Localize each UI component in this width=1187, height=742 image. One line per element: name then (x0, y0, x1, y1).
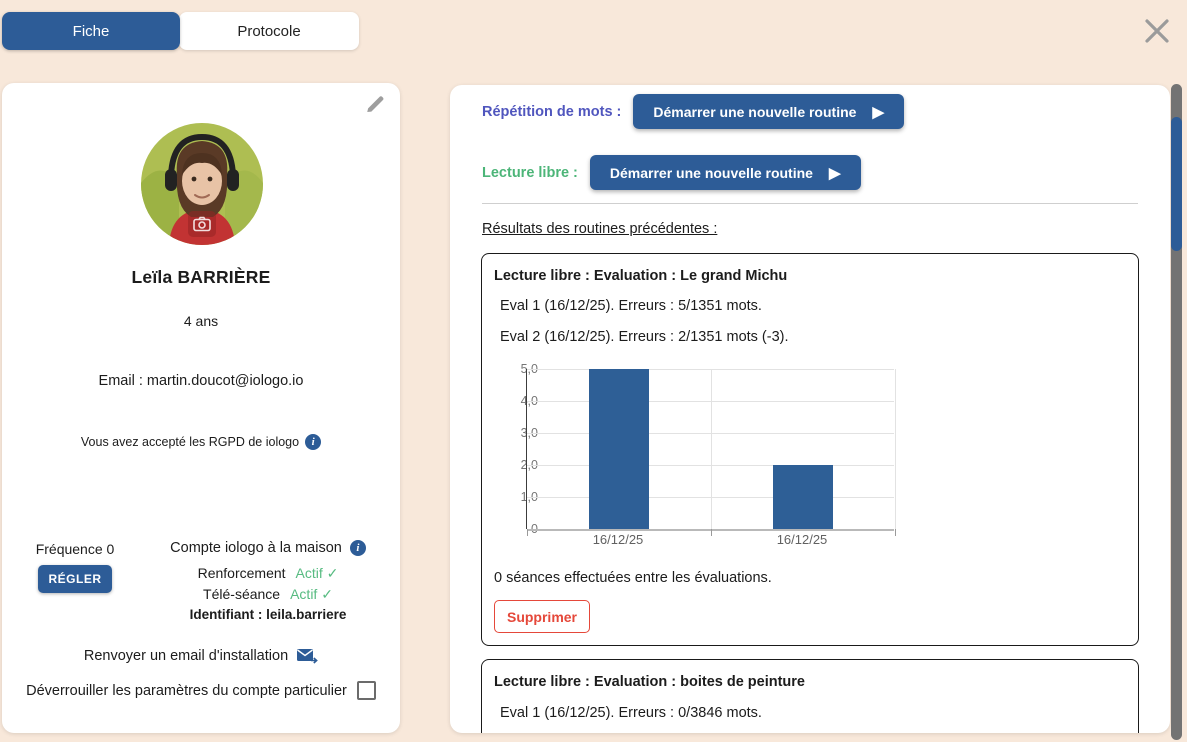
tab-fiche-label: Fiche (72, 22, 110, 40)
results-heading: Résultats des routines précédentes : (482, 221, 718, 237)
camera-icon (193, 216, 211, 232)
scrollbar-thumb[interactable] (1171, 117, 1182, 251)
lecture-libre-label: Lecture libre : (482, 164, 578, 181)
avatar-photo (141, 123, 263, 245)
eval-line-1: Eval 1 (16/12/25). Erreurs : 0/3846 mots… (500, 705, 762, 721)
tab-protocole-label: Protocole (237, 22, 301, 40)
close-button[interactable] (1139, 13, 1175, 49)
start-lecture-routine-button[interactable]: Démarrer une nouvelle routine ▶ (589, 155, 861, 190)
routines-panel: Répétition de mots : Démarrer une nouvel… (450, 85, 1170, 733)
unlock-settings-label: Déverrouiller les paramètres du compte p… (26, 682, 347, 699)
chart-xtick-label: 16/12/25 (592, 532, 644, 547)
eval-line-1: Eval 1 (16/12/25). Erreurs : 5/1351 mots… (500, 298, 762, 314)
chart-gridline (527, 465, 894, 466)
play-icon: ▶ (828, 164, 841, 182)
start-routine-label: Démarrer une nouvelle routine (609, 164, 813, 181)
sessions-note: 0 séances effectuées entre les évaluatio… (494, 570, 772, 586)
repetition-mots-label: Répétition de mots : (482, 103, 622, 120)
unlock-settings-checkbox[interactable] (356, 681, 376, 700)
chart-gridline (527, 401, 894, 402)
rgpd-info-icon[interactable]: i (305, 434, 322, 450)
edit-profile-button[interactable] (364, 93, 390, 119)
home-account-info-icon[interactable]: i (349, 540, 366, 556)
chart-vline (895, 369, 896, 529)
mail-forward-icon (297, 649, 318, 664)
chart-gridline (527, 433, 894, 434)
chart-xtick (711, 529, 712, 536)
result-card-title: Lecture libre : Evaluation : Le grand Mi… (494, 268, 788, 284)
play-icon: ▶ (872, 103, 884, 121)
start-repetition-routine-button[interactable]: Démarrer une nouvelle routine ▶ (633, 94, 904, 129)
frequency-label: Fréquence 0 (35, 541, 115, 557)
patient-age: 4 ans (183, 313, 219, 329)
teleseance-label: Télé-séance (203, 586, 281, 602)
result-card-le-grand-michu: Lecture libre : Evaluation : Le grand Mi… (481, 253, 1139, 646)
chart-plot-area (526, 369, 896, 536)
chart-xtick (527, 529, 528, 536)
delete-result-button[interactable]: Supprimer (494, 600, 590, 633)
renforcement-label: Renforcement (197, 565, 286, 581)
rgpd-text: Vous avez accepté les RGPD de iologo (80, 435, 300, 449)
regler-button[interactable]: RÉGLER (38, 565, 112, 593)
teleseance-status: Actif ✓ (290, 586, 333, 602)
change-photo-button[interactable] (188, 211, 216, 237)
chart-bar (589, 369, 649, 529)
close-icon (1145, 19, 1169, 43)
chart-gridline (527, 497, 894, 498)
resend-install-email-button[interactable]: Renvoyer un email d'installation (2, 647, 400, 665)
tab-fiche[interactable]: Fiche (2, 12, 180, 50)
chart-xtick-label: 16/12/25 (776, 532, 828, 547)
renforcement-status: Actif ✓ (295, 565, 339, 581)
pencil-icon (367, 96, 384, 112)
start-routine-label: Démarrer une nouvelle routine (653, 103, 857, 120)
home-account-label: Compte iologo à la maison (170, 540, 342, 556)
patient-email: Email : martin.doucot@iologo.io (98, 373, 304, 389)
chart-gridline (527, 529, 894, 531)
result-card-title: Lecture libre : Evaluation : boites de p… (494, 674, 805, 690)
chart-bar (773, 465, 833, 529)
resend-install-email-label: Renvoyer un email d'installation (83, 648, 289, 664)
patient-name: Leïla BARRIÈRE (131, 267, 271, 287)
chart-gridline (527, 369, 894, 370)
eval-line-2: Eval 2 (16/12/25). Erreurs : 2/1351 mots… (500, 329, 789, 345)
chart-xtick (895, 529, 896, 536)
profile-card: Leïla BARRIÈRE 4 ans Email : martin.douc… (2, 83, 400, 733)
result-card-boites-de-peinture: Lecture libre : Evaluation : boites de p… (481, 659, 1139, 733)
identifiant-line: Identifiant : leila.barriere (189, 607, 347, 622)
avatar[interactable] (141, 123, 263, 245)
scrollbar-track[interactable] (1171, 84, 1182, 740)
chart-vline (711, 369, 712, 529)
tab-protocole[interactable]: Protocole (179, 12, 359, 50)
divider (482, 203, 1138, 204)
